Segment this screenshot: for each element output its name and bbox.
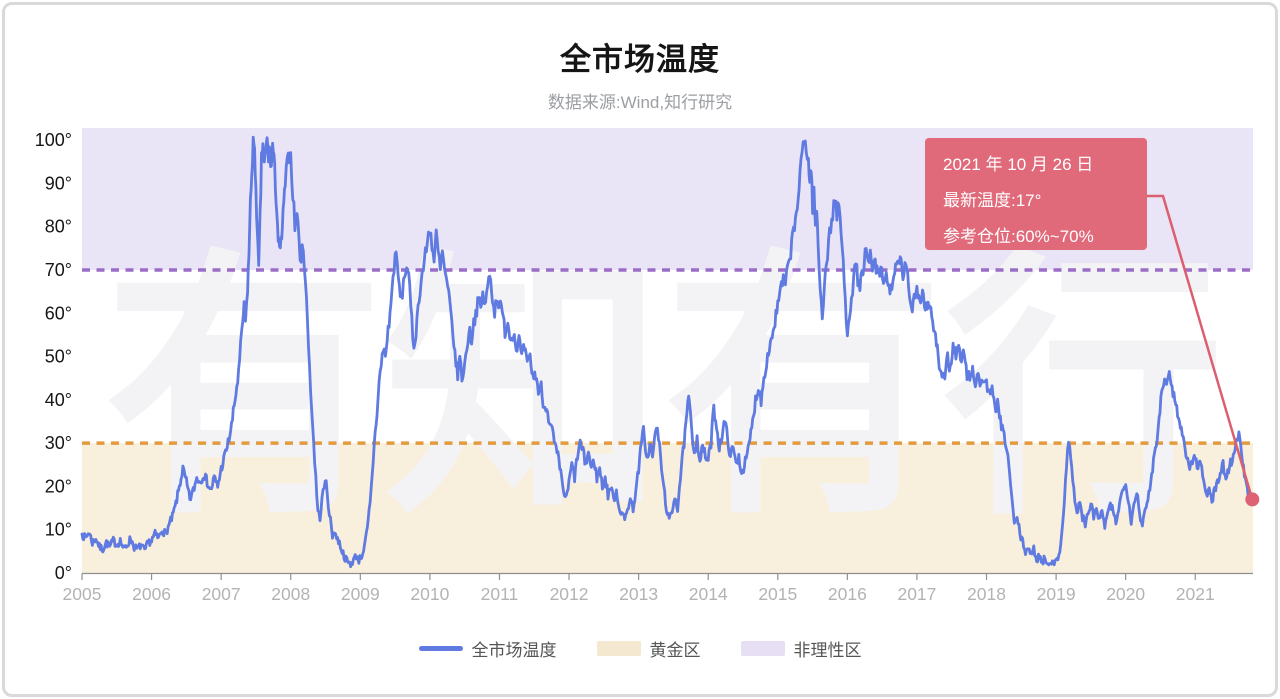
legend-item-temperature[interactable]: 全市场温度 [418,636,557,661]
y-axis-label: 90° [45,173,72,193]
x-axis-label: 2016 [828,584,867,604]
x-axis-label: 2009 [341,584,380,604]
golden-zone-band [82,443,1253,573]
page-title: 全市场温度 [560,42,720,77]
legend: 全市场温度 黄金区 非理性区 [5,636,1275,661]
latest-point-dot [1245,492,1260,507]
latest-reading-tooltip: 2021 年 10 月 26 日 最新温度:17° 参考仓位:60%~70% [925,138,1147,250]
x-axis-label: 2019 [1037,584,1076,604]
x-axis-label: 2012 [550,584,589,604]
x-axis-label: 2020 [1106,584,1145,604]
x-axis-label: 2021 [1176,584,1215,604]
legend-label-temperature: 全市场温度 [471,641,557,660]
x-axis-label: 2008 [271,584,310,604]
temperature-line [80,135,1254,569]
tooltip-date: 2021 年 10 月 26 日 [943,155,1094,174]
y-axis-label: 50° [45,347,72,367]
data-source-subtitle: 数据来源:Wind,知行研究 [547,93,733,112]
legend-label-irrational-zone: 非理性区 [793,641,862,660]
y-axis-label: 20° [45,476,72,496]
x-axis-label: 2014 [689,584,728,604]
temperature-line-swatch [418,646,463,651]
y-axis-label: 0° [55,563,72,583]
x-axis-label: 2017 [897,584,936,604]
legend-item-golden-zone[interactable]: 黄金区 [596,636,701,661]
x-axis-label: 2006 [132,584,171,604]
tooltip-suggested-position: 参考仓位:60%~70% [943,227,1094,246]
y-axis-label: 100° [35,130,72,150]
golden-zone-swatch [596,641,641,656]
x-axis-label: 2005 [63,584,102,604]
y-axis-label: 30° [45,433,72,453]
y-axis-label: 70° [45,260,72,280]
y-axis-label: 10° [45,520,72,540]
x-axis-label: 2010 [410,584,449,604]
y-axis-label: 80° [45,217,72,237]
x-axis-label: 2007 [202,584,241,604]
legend-item-irrational-zone[interactable]: 非理性区 [740,636,862,661]
tooltip-connector-line [1147,194,1254,500]
y-axis-label: 60° [45,303,72,323]
legend-label-golden-zone: 黄金区 [649,641,701,660]
x-axis-label: 2013 [619,584,658,604]
y-axis-label: 40° [45,390,72,410]
x-axis-label: 2018 [967,584,1006,604]
x-axis-label: 2015 [758,584,797,604]
x-axis-label: 2011 [481,584,519,604]
tooltip-latest-temperature: 最新温度:17° [943,191,1042,210]
irrational-zone-swatch [740,641,785,656]
